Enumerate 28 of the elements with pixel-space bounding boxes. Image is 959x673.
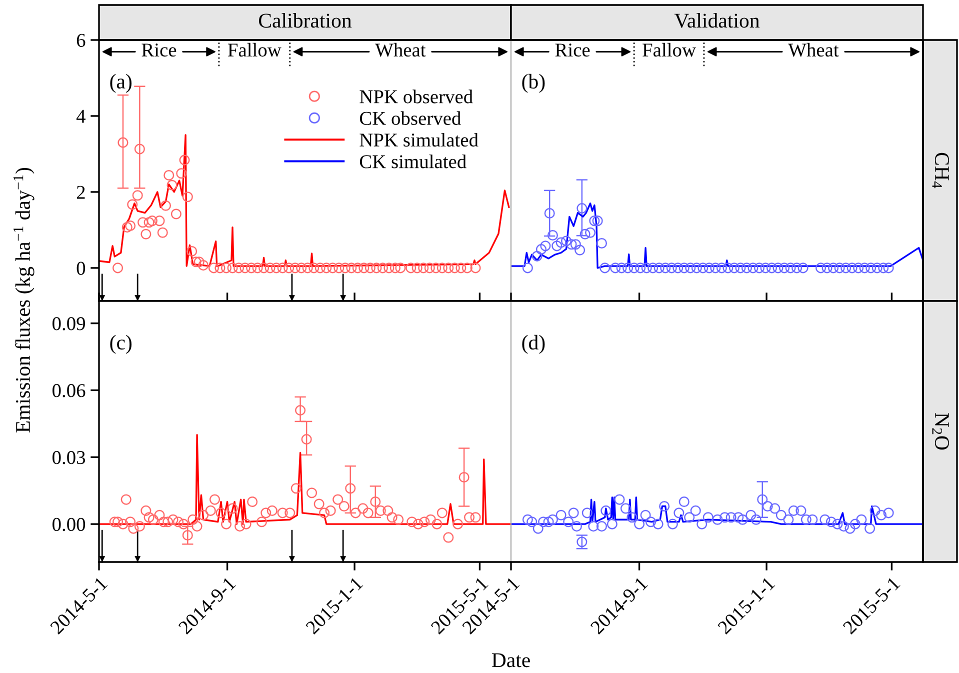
y-tick-label: 6 xyxy=(76,34,86,47)
y2-axis-title: CH$_{4}$ xyxy=(932,152,949,188)
annotation: Wheat xyxy=(788,42,839,57)
annotation: Fallow xyxy=(228,42,282,57)
annotation: Rice xyxy=(142,44,176,57)
y-tick-label: 0.03 xyxy=(52,450,86,464)
chart-title: Calibration xyxy=(258,13,352,28)
annotation: Rice xyxy=(555,44,590,57)
y-tick-label: 0.06 xyxy=(52,384,86,398)
legend-label: NPK simulated xyxy=(360,132,478,147)
y2-axis-title: N$_{2}$O xyxy=(932,413,949,450)
legend-label: CK simulated xyxy=(360,154,466,168)
y-tick-label: 2 xyxy=(76,186,85,199)
annotation: (a) xyxy=(110,74,132,93)
annotation: (d) xyxy=(522,334,545,354)
x-axis-title: Date xyxy=(492,653,530,668)
y-tick-label: 0 xyxy=(76,262,86,275)
annotation: Fallow xyxy=(642,42,696,57)
annotation: (c) xyxy=(110,334,132,354)
annotation: Wheat xyxy=(375,42,426,57)
legend-label: NPK observed xyxy=(360,90,473,104)
y-tick-label: 4 xyxy=(76,110,86,123)
chart-title: Validation xyxy=(674,13,760,28)
annotation: (b) xyxy=(522,74,545,93)
y-tick-label: 0.09 xyxy=(52,317,86,330)
legend-label: CK observed xyxy=(360,111,461,125)
y-tick-label: 0.00 xyxy=(52,518,86,532)
y-axis-title: Emission fluxes (kg ha$^{−1}$ day$^{−1}$) xyxy=(13,168,34,433)
